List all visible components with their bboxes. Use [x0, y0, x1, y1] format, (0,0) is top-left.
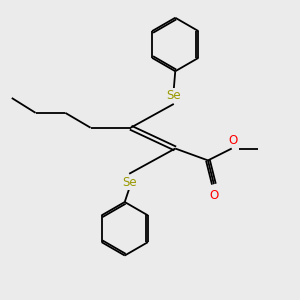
- Text: Se: Se: [122, 176, 136, 189]
- Text: O: O: [209, 189, 218, 202]
- Text: O: O: [229, 134, 238, 147]
- Text: Se: Se: [167, 88, 181, 101]
